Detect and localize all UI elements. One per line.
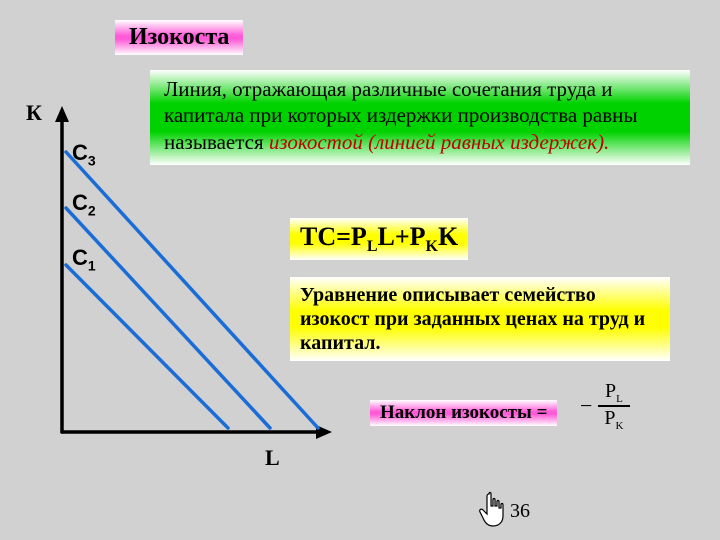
description-text: Уравнение описывает семейство изокост пр… [300,284,645,354]
eq-tail: K [438,222,458,251]
minus-sign: − [580,393,592,419]
isocost-graph [40,100,350,460]
definition-em2: (линией равных издержек). [368,130,609,154]
title-text: Изокоста [129,24,229,50]
title-box: Изокоста [115,20,243,55]
slope-fraction: − PL PK [580,380,630,432]
eq-sub2: K [426,238,438,255]
eq-mid: L+P [378,222,426,251]
page-number: 36 [510,500,530,523]
fraction-numerator: PL [599,380,629,405]
fraction: PL PK [598,380,629,432]
hand-cursor-icon [475,490,511,530]
eq-sub1: L [367,238,378,255]
slope-box: Наклон изокосты = [370,400,557,426]
den-base: P [604,407,615,429]
num-base: P [605,380,616,402]
num-sub: L [616,393,623,405]
den-sub: K [616,420,624,432]
fraction-denominator: PK [598,407,629,432]
slope-label: Наклон изокосты = [380,402,547,423]
